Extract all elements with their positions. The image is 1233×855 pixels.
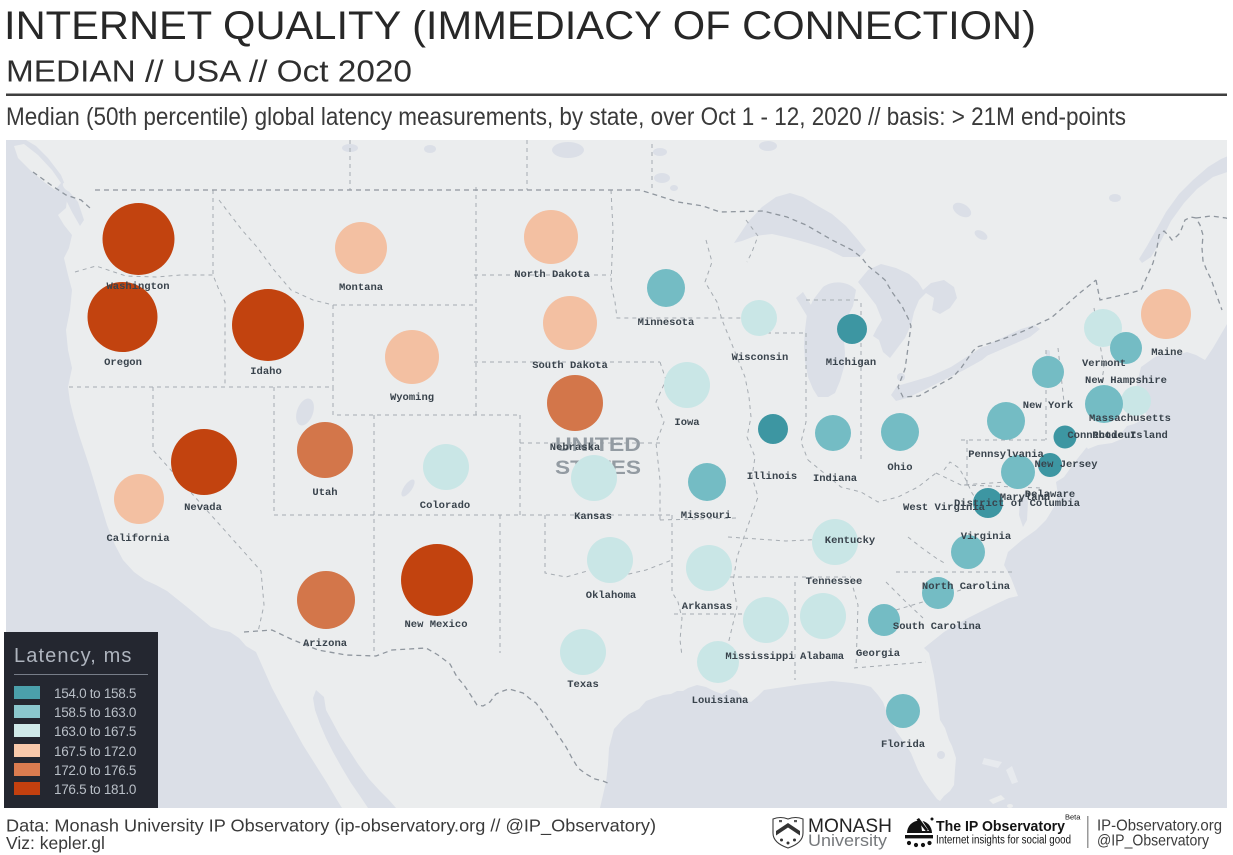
svg-text:Michigan: Michigan	[826, 357, 876, 369]
svg-text:Indiana: Indiana	[813, 473, 858, 485]
svg-text:South Carolina: South Carolina	[893, 621, 982, 633]
svg-text:West Virginia: West Virginia	[903, 502, 986, 514]
svg-text:Colorado: Colorado	[420, 500, 470, 512]
svg-text:Internet insights for social g: Internet insights for social good	[936, 835, 1071, 847]
svg-text:New Jersey: New Jersey	[1034, 459, 1098, 471]
svg-text:Alabama: Alabama	[800, 651, 845, 663]
svg-text:Ohio: Ohio	[887, 462, 912, 474]
svg-text:Nebraska: Nebraska	[550, 442, 601, 454]
svg-text:Arizona: Arizona	[303, 638, 348, 650]
svg-text:Rhode Island: Rhode Island	[1092, 430, 1168, 442]
svg-text:Median (50th percentile) globa: Median (50th percentile) global latency …	[6, 103, 1126, 131]
svg-text:Missouri: Missouri	[681, 510, 731, 522]
svg-text:New Mexico: New Mexico	[404, 619, 467, 631]
svg-text:Oklahoma: Oklahoma	[586, 590, 637, 602]
svg-text:Iowa: Iowa	[674, 417, 700, 429]
svg-text:INTERNET QUALITY (IMMEDIACY OF: INTERNET QUALITY (IMMEDIACY OF CONNECTIO…	[4, 4, 1036, 48]
svg-text:Massachusetts: Massachusetts	[1089, 413, 1171, 425]
svg-text:Georgia: Georgia	[856, 648, 901, 660]
svg-text:Virginia: Virginia	[961, 531, 1012, 543]
svg-text:Maryland: Maryland	[1000, 492, 1050, 504]
svg-text:Arkansas: Arkansas	[682, 601, 732, 613]
svg-text:Nevada: Nevada	[184, 502, 223, 514]
svg-text:MEDIAN // USA // Oct 2020: MEDIAN // USA // Oct 2020	[6, 54, 412, 89]
svg-text:North Dakota: North Dakota	[514, 269, 590, 281]
svg-text:Delaware: Delaware	[1025, 489, 1075, 501]
svg-text:Montana: Montana	[339, 282, 384, 294]
svg-text:Maine: Maine	[1151, 347, 1183, 359]
svg-text:New York: New York	[1023, 400, 1073, 412]
svg-text:Wisconsin: Wisconsin	[732, 352, 789, 364]
svg-text:Oregon: Oregon	[104, 357, 142, 369]
svg-text:MONASH: MONASH	[808, 815, 892, 837]
svg-text:Louisiana: Louisiana	[692, 695, 749, 707]
svg-text:North Carolina: North Carolina	[922, 581, 1011, 593]
svg-text:Wyoming: Wyoming	[390, 392, 434, 404]
svg-text:Data: Monash University IP Obs: Data: Monash University IP Observatory (…	[6, 816, 656, 837]
svg-text:Tennessee: Tennessee	[806, 576, 863, 588]
svg-text:Utah: Utah	[312, 487, 337, 499]
svg-text:New Hampshire: New Hampshire	[1085, 375, 1167, 387]
svg-text:Illinois: Illinois	[747, 471, 797, 483]
svg-text:@IP_Observatory: @IP_Observatory	[1097, 833, 1209, 850]
svg-text:Washington: Washington	[106, 281, 169, 293]
svg-text:Vermont: Vermont	[1082, 358, 1126, 370]
svg-text:Beta: Beta	[1065, 813, 1081, 822]
svg-text:University: University	[808, 832, 888, 850]
svg-text:Florida: Florida	[881, 739, 926, 751]
svg-text:Texas: Texas	[567, 679, 599, 691]
svg-text:District of Columbia: District of Columbia	[954, 498, 1081, 510]
svg-text:Viz: kepler.gl: Viz: kepler.gl	[6, 833, 105, 853]
svg-text:The IP Observatory: The IP Observatory	[936, 819, 1065, 835]
svg-text:Minnesota: Minnesota	[638, 317, 695, 329]
svg-text:Connecticut: Connecticut	[1067, 430, 1136, 442]
svg-text:UNITED: UNITED	[555, 435, 641, 456]
svg-text:Pennsylvania: Pennsylvania	[968, 449, 1044, 461]
svg-text:Kansas: Kansas	[574, 511, 612, 523]
svg-text:California: California	[106, 533, 170, 545]
svg-text:Mississippi: Mississippi	[725, 651, 794, 663]
svg-text:IP-Observatory.org: IP-Observatory.org	[1097, 818, 1222, 835]
svg-text:Idaho: Idaho	[250, 366, 282, 378]
svg-text:Kentucky: Kentucky	[825, 535, 876, 547]
svg-text:South Dakota: South Dakota	[532, 360, 608, 372]
